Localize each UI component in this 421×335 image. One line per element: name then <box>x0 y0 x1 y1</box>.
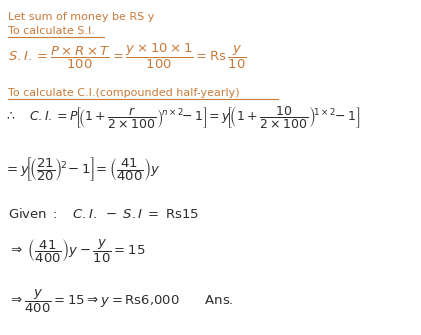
Text: $\therefore\quad C.I.=P\!\left[\!\left(1+\dfrac{r}{2\times 100}\right)^{\!n\time: $\therefore\quad C.I.=P\!\left[\!\left(1… <box>4 104 360 130</box>
Text: $\mathrm{Given}\;:\quad C.I.\;-\;S.I\;=\;\mathrm{Rs}15$: $\mathrm{Given}\;:\quad C.I.\;-\;S.I\;=\… <box>8 207 199 221</box>
Text: To calculate C.I.(compounded half-yearly): To calculate C.I.(compounded half-yearly… <box>8 88 240 98</box>
Text: $=y\!\left[\!\left(\dfrac{21}{20}\right)^{\!2}\!-1\right]\!=\left(\dfrac{41}{400: $=y\!\left[\!\left(\dfrac{21}{20}\right)… <box>4 155 160 183</box>
Text: To calculate S.I.: To calculate S.I. <box>8 26 95 36</box>
Text: $\Rightarrow\dfrac{y}{400}=15\Rightarrow y=\mathrm{Rs}6{,}000\qquad\mathrm{Ans.}: $\Rightarrow\dfrac{y}{400}=15\Rightarrow… <box>8 288 234 315</box>
Text: $\mathit{S.I.}=\dfrac{P\times R\times T}{100}=\dfrac{y\times 10\times 1}{100}=\m: $\mathit{S.I.}=\dfrac{P\times R\times T}… <box>8 42 247 71</box>
Text: $\Rightarrow\;\left(\dfrac{41}{400}\right)y-\dfrac{y}{10}=15$: $\Rightarrow\;\left(\dfrac{41}{400}\righ… <box>8 238 145 265</box>
Text: Let sum of money be RS y: Let sum of money be RS y <box>8 12 155 22</box>
